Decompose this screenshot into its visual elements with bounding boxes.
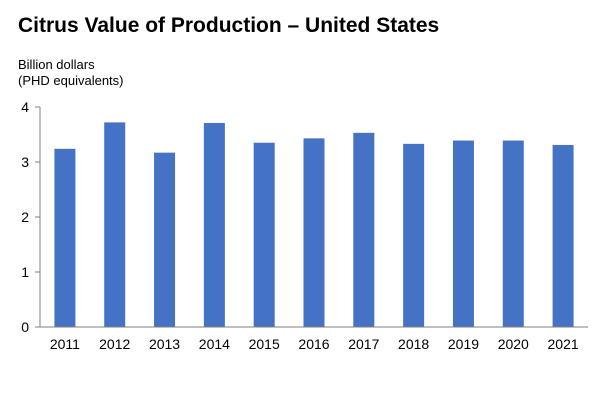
- bar: [253, 142, 275, 327]
- x-tick-label: 2019: [448, 336, 479, 352]
- y-tick-label: 4: [21, 99, 29, 115]
- x-tick-label: 2018: [398, 336, 429, 352]
- x-tick-label: 2015: [249, 336, 280, 352]
- y-tick-label: 3: [21, 154, 29, 170]
- bar: [54, 148, 76, 327]
- bar: [303, 138, 325, 327]
- x-tick-label: 2016: [298, 336, 329, 352]
- x-tick-label: 2021: [548, 336, 579, 352]
- x-tick-label: 2014: [199, 336, 230, 352]
- y-tick-label: 2: [21, 209, 29, 225]
- y-tick-label: 0: [21, 319, 29, 335]
- bar: [154, 152, 176, 327]
- x-tick-label: 2011: [50, 336, 80, 352]
- bar: [502, 140, 524, 327]
- bar: [104, 122, 126, 328]
- bar: [452, 140, 474, 327]
- bar: [403, 143, 425, 327]
- bar: [353, 132, 375, 327]
- bars: [54, 122, 574, 328]
- y-axis-label-unit: Billion dollars: [18, 57, 95, 72]
- chart-title: Citrus Value of Production – United Stat…: [18, 14, 440, 37]
- bar: [552, 144, 574, 327]
- x-tick-label: 2012: [99, 336, 130, 352]
- y-axis-label-qualifier: (PHD equivalents): [18, 73, 124, 88]
- y-axis: 0 1 2 3 4: [21, 99, 41, 335]
- x-tick-label: 2013: [149, 336, 180, 352]
- y-tick-label: 1: [21, 264, 29, 280]
- bar: [203, 122, 225, 327]
- x-tick-label: 2020: [498, 336, 529, 352]
- x-tick-label: 2017: [348, 336, 379, 352]
- x-axis: 2011 2012 2013 2014 2015 2016 2017 2018 2019 2020…: [40, 326, 588, 352]
